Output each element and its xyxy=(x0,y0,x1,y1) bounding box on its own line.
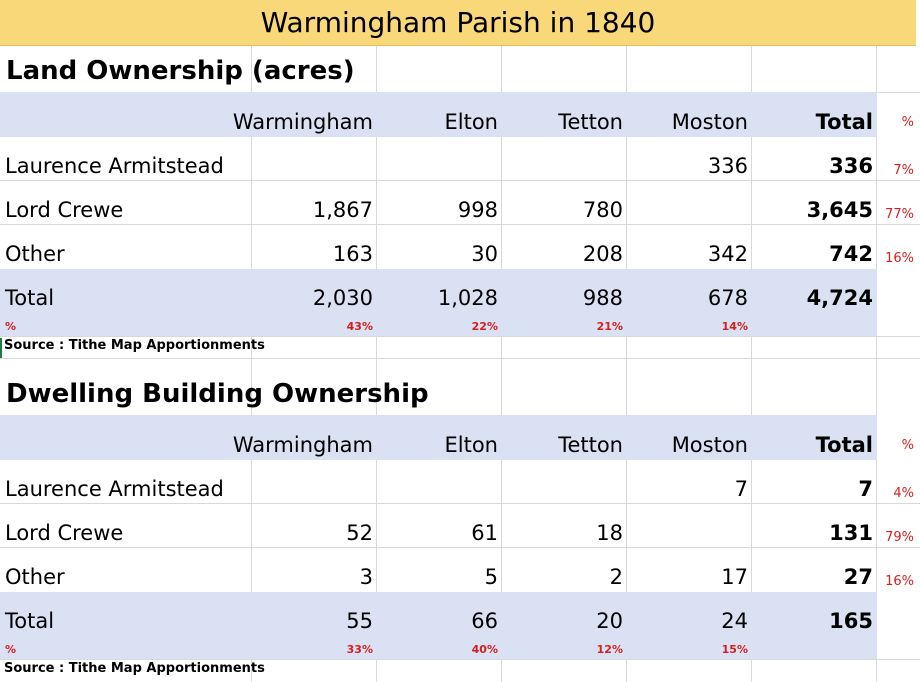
gridline xyxy=(251,0,252,682)
dwelling-total-cell[interactable]: 20 xyxy=(596,609,623,633)
dwelling-col-header[interactable]: Tetton xyxy=(558,433,623,457)
dwelling-row-pct[interactable]: 79% xyxy=(885,529,914,545)
land-col-header-pct[interactable]: % xyxy=(901,114,914,130)
dwelling-pct-cell[interactable]: 40% xyxy=(471,642,498,656)
land-col-header[interactable]: Elton xyxy=(444,110,499,134)
dwelling-grand-total[interactable]: 165 xyxy=(829,609,873,633)
dwelling-cell[interactable]: 18 xyxy=(596,521,623,545)
land-row-total[interactable]: 742 xyxy=(829,242,873,266)
land-pct-label[interactable]: % xyxy=(5,319,17,333)
gridline xyxy=(0,659,920,660)
dwelling-cell[interactable]: 5 xyxy=(484,565,498,589)
land-cell[interactable]: 208 xyxy=(582,242,623,266)
dwelling-pct-cell[interactable]: 33% xyxy=(346,642,373,656)
dwelling-pct-cell[interactable]: 12% xyxy=(596,642,623,656)
land-pct-cell[interactable]: 22% xyxy=(471,319,498,333)
dwelling-col-header[interactable]: Warmingham xyxy=(232,433,373,457)
dwelling-source-note[interactable]: Source : Tithe Map Apportionments xyxy=(4,661,265,676)
land-cell[interactable]: 336 xyxy=(707,154,748,178)
land-row-total[interactable]: 3,645 xyxy=(806,198,873,222)
land-cell[interactable]: 998 xyxy=(457,198,498,222)
land-pct-cell[interactable]: 14% xyxy=(721,319,748,333)
dwelling-pct-cell[interactable]: 15% xyxy=(721,642,748,656)
land-cell[interactable]: 30 xyxy=(471,242,498,266)
land-row-pct[interactable]: 7% xyxy=(893,162,914,178)
dwelling-header-band xyxy=(0,415,877,460)
land-source-note[interactable]: Source : Tithe Map Apportionments xyxy=(4,338,265,353)
land-col-header-total[interactable]: Total xyxy=(815,110,873,134)
dwelling-cell[interactable]: 2 xyxy=(609,565,623,589)
dwelling-row-label[interactable]: Lord Crewe xyxy=(5,521,124,545)
land-cell[interactable]: 163 xyxy=(332,242,373,266)
gridline xyxy=(626,0,627,682)
land-cell[interactable]: 1,867 xyxy=(312,198,373,222)
land-col-header[interactable]: Moston xyxy=(671,110,748,134)
land-total-band xyxy=(0,269,877,336)
dwelling-cell[interactable]: 52 xyxy=(346,521,373,545)
dwelling-row-label[interactable]: Other xyxy=(5,565,65,589)
dwelling-row-pct[interactable]: 4% xyxy=(893,485,914,501)
dwelling-pct-label[interactable]: % xyxy=(5,642,17,656)
land-row-label[interactable]: Other xyxy=(5,242,65,266)
cell-marker xyxy=(0,338,2,358)
land-col-header[interactable]: Tetton xyxy=(558,110,623,134)
dwelling-cell[interactable]: 7 xyxy=(734,477,748,501)
sheet-title[interactable]: Warmingham Parish in 1840 xyxy=(0,0,916,46)
land-row-label[interactable]: Laurence Armitstead xyxy=(5,154,224,178)
land-section-heading[interactable]: Land Ownership (acres) xyxy=(6,56,355,86)
dwelling-section-heading[interactable]: Dwelling Building Ownership xyxy=(6,379,429,409)
gridline xyxy=(501,0,502,682)
gridline xyxy=(376,0,377,682)
land-total-cell[interactable]: 2,030 xyxy=(312,286,373,310)
land-total-cell[interactable]: 678 xyxy=(707,286,748,310)
dwelling-total-cell[interactable]: 66 xyxy=(471,609,498,633)
gridline xyxy=(0,180,920,181)
land-row-pct[interactable]: 16% xyxy=(885,250,914,266)
dwelling-row-total[interactable]: 131 xyxy=(829,521,873,545)
gridline xyxy=(0,503,920,504)
dwelling-total-cell[interactable]: 55 xyxy=(346,609,373,633)
dwelling-col-header[interactable]: Moston xyxy=(671,433,748,457)
gridline xyxy=(0,358,920,359)
dwelling-col-header[interactable]: Elton xyxy=(444,433,499,457)
land-col-header[interactable]: Warmingham xyxy=(232,110,373,134)
gridline xyxy=(876,0,877,682)
dwelling-total-cell[interactable]: 24 xyxy=(721,609,748,633)
land-grand-total[interactable]: 4,724 xyxy=(806,286,873,310)
dwelling-total-label[interactable]: Total xyxy=(5,609,55,633)
dwelling-cell[interactable]: 17 xyxy=(721,565,748,589)
land-total-label[interactable]: Total xyxy=(5,286,55,310)
dwelling-row-total[interactable]: 27 xyxy=(843,565,873,589)
gridline xyxy=(0,547,920,548)
dwelling-row-pct[interactable]: 16% xyxy=(885,573,914,589)
land-pct-cell[interactable]: 21% xyxy=(596,319,623,333)
gridline xyxy=(751,0,752,682)
land-row-pct[interactable]: 77% xyxy=(885,206,914,222)
land-total-cell[interactable]: 988 xyxy=(582,286,623,310)
dwelling-col-header-total[interactable]: Total xyxy=(815,433,873,457)
land-total-cell[interactable]: 1,028 xyxy=(437,286,498,310)
dwelling-cell[interactable]: 3 xyxy=(359,565,373,589)
land-row-total[interactable]: 336 xyxy=(829,154,873,178)
dwelling-row-label[interactable]: Laurence Armitstead xyxy=(5,477,224,501)
land-cell[interactable]: 342 xyxy=(707,242,748,266)
dwelling-row-total[interactable]: 7 xyxy=(858,477,873,501)
dwelling-total-band xyxy=(0,592,877,659)
dwelling-col-header-pct[interactable]: % xyxy=(901,437,914,453)
land-pct-cell[interactable]: 43% xyxy=(346,319,373,333)
land-row-label[interactable]: Lord Crewe xyxy=(5,198,124,222)
gridline xyxy=(0,224,920,225)
dwelling-cell[interactable]: 61 xyxy=(471,521,498,545)
gridline xyxy=(0,336,920,337)
land-header-band xyxy=(0,92,877,137)
land-cell[interactable]: 780 xyxy=(582,198,623,222)
